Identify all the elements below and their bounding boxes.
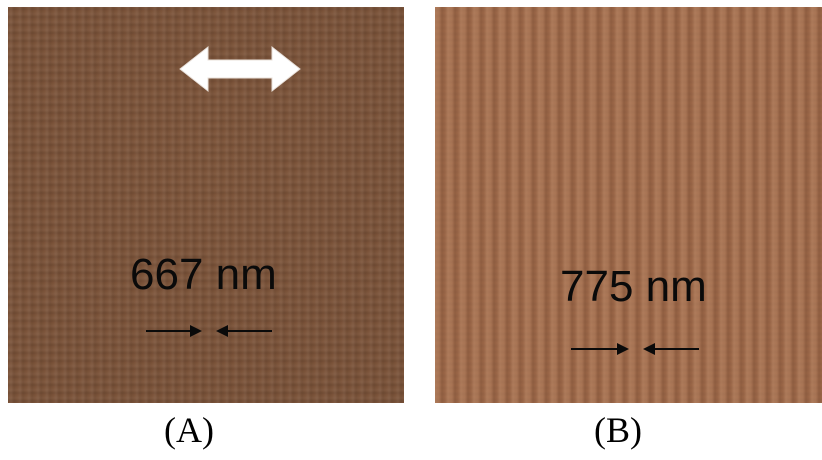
period-label-b: 775 nm (560, 265, 707, 309)
micrograph-panel-b: 775 nm (435, 7, 822, 403)
caption-a: (A) (164, 412, 214, 448)
caption-b: (B) (594, 412, 642, 448)
micrograph-panel-a: 667 nm (8, 7, 404, 403)
period-label-a: 667 nm (130, 253, 277, 297)
period-arrows-icon (569, 339, 701, 359)
period-arrows-icon (144, 321, 274, 341)
double-headed-arrow-icon (178, 43, 302, 95)
